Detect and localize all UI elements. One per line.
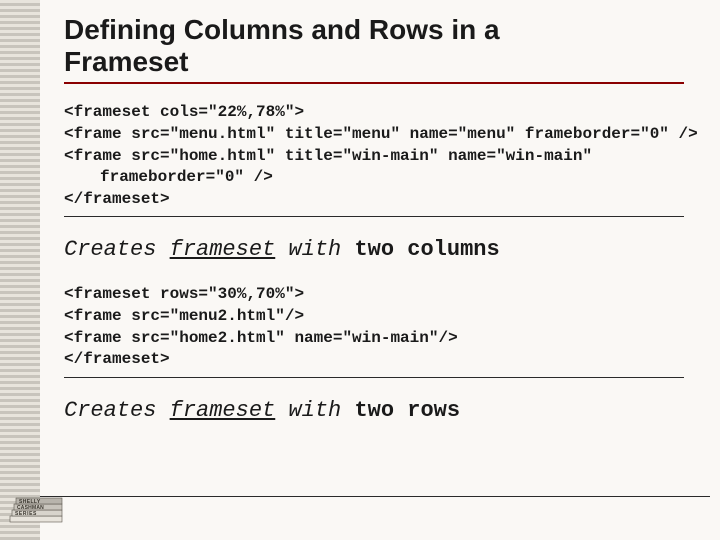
caption2-w2: frameset xyxy=(170,398,276,423)
code2-line1: <frameset rows="30%,70%"> xyxy=(64,285,304,303)
code1-line3b: frameborder="0" /> xyxy=(64,168,273,186)
left-stripe-shadow xyxy=(0,0,40,540)
series-logo: SHELLY CASHMAN SERIES xyxy=(8,492,66,532)
caption2-w1: Creates xyxy=(64,398,156,423)
caption2-w4: two rows xyxy=(354,398,460,423)
title-underline xyxy=(64,82,684,84)
caption1-w4: two columns xyxy=(354,237,499,262)
code1-line3a: <frame src="home.html" title="win-main" … xyxy=(64,147,592,165)
code-block-rows: <frameset rows="30%,70%"> <frame src="me… xyxy=(64,284,700,370)
slide-content: Defining Columns and Rows in a Frameset … xyxy=(64,14,700,445)
caption1-w3: with xyxy=(288,237,341,262)
caption-rows: Creates frameset with two rows xyxy=(64,398,700,423)
code2-line2: <frame src="menu2.html"/> xyxy=(64,307,304,325)
code2-line4: </frameset> xyxy=(64,350,170,368)
code-block-cols: <frameset cols="22%,78%"> <frame src="me… xyxy=(64,102,700,210)
caption2-w3: with xyxy=(288,398,341,423)
caption-cols: Creates frameset with two columns xyxy=(64,237,700,262)
slide: Defining Columns and Rows in a Frameset … xyxy=(0,0,720,540)
code1-line1: <frameset cols="22%,78%"> xyxy=(64,103,304,121)
code1-line4: </frameset> xyxy=(64,190,170,208)
title-line-2: Frameset xyxy=(64,46,189,77)
logo-text-3: SERIES xyxy=(15,511,37,517)
title-line-1: Defining Columns and Rows in a xyxy=(64,14,500,45)
caption1-w1: Creates xyxy=(64,237,156,262)
separator-rule-1 xyxy=(64,216,684,217)
code2-line3: <frame src="home2.html" name="win-main"/… xyxy=(64,329,458,347)
separator-rule-2 xyxy=(64,377,684,378)
slide-title: Defining Columns and Rows in a Frameset xyxy=(64,14,700,78)
caption1-w2: frameset xyxy=(170,237,276,262)
code1-line2: <frame src="menu.html" title="menu" name… xyxy=(64,125,698,143)
book-stack-icon: SHELLY CASHMAN SERIES xyxy=(8,492,66,532)
footer-rule xyxy=(40,496,710,497)
